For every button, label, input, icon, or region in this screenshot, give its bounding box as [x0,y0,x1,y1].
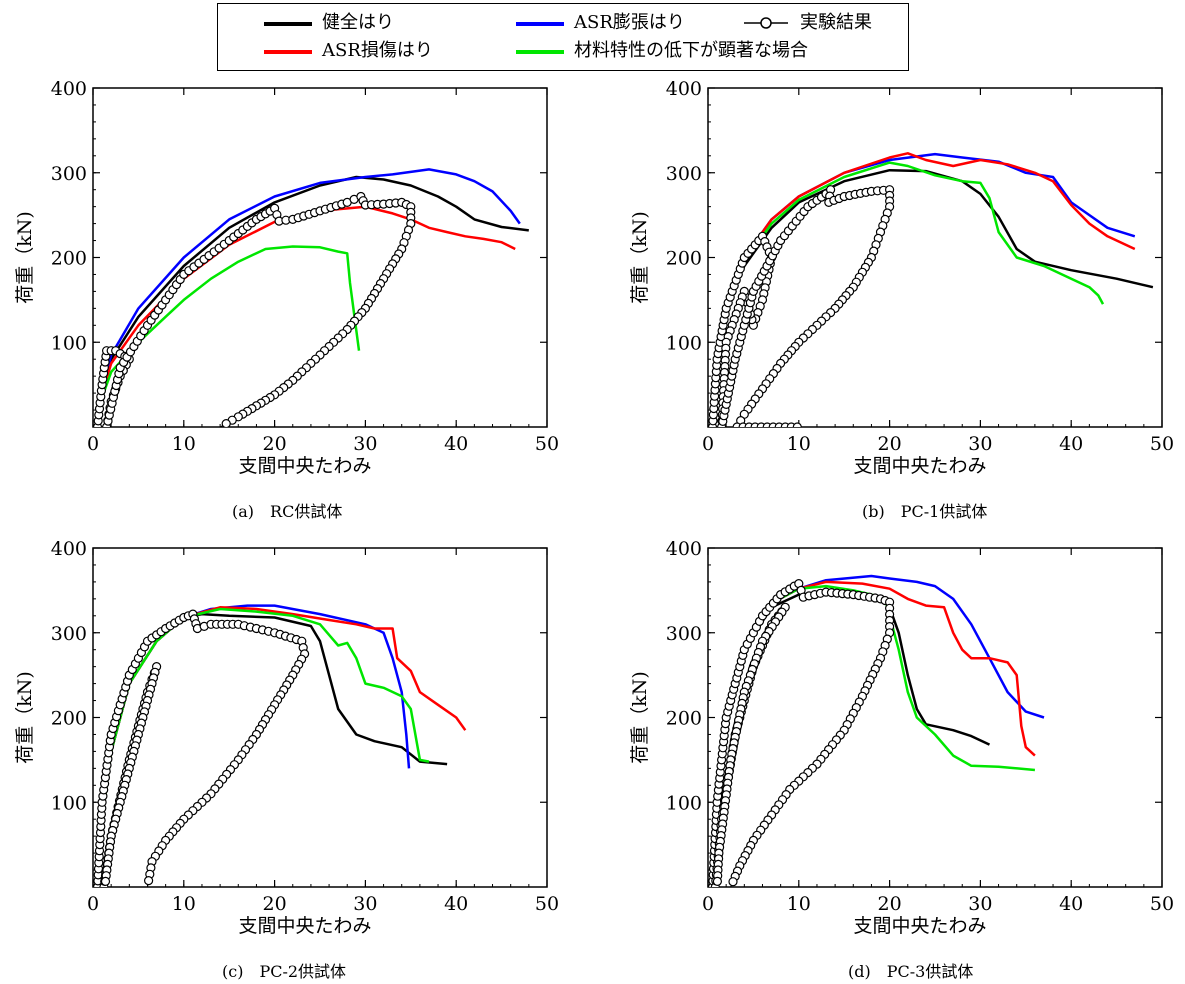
legend-label-sound: 健全はり [322,12,394,33]
legend-swatch-material [516,50,564,54]
experiment-point [792,422,802,427]
x-tick-label-d-2: 20 [878,893,902,915]
legend: 健全はり ASR膨張はり 実験結果 ASR損傷はり 材料特性の低下が顕著な場合 [217,3,909,71]
y-tick-label-d-0: 100 [666,792,702,814]
legend-swatch-sound [264,22,312,26]
legend-label-experiment: 実験結果 [800,12,872,33]
y-tick-label-c-2: 300 [51,623,87,645]
x-tick-label-a-2: 20 [263,433,287,455]
x-tick-label-d-0: 0 [702,893,714,915]
x-tick-label-b-5: 50 [1150,433,1174,455]
series-line-a-1 [96,168,521,427]
x-tick-label-b-2: 20 [878,433,902,455]
y-tick-label-c-0: 100 [51,792,87,814]
y-axis-label-c: 荷重（kN) [14,671,36,764]
x-tick-label-a-5: 50 [535,433,559,455]
y-tick-label-a-3: 400 [51,78,87,100]
x-tick-label-a-1: 10 [172,433,196,455]
x-tick-label-c-2: 20 [263,893,287,915]
legend-swatch-asr-damage [264,50,312,54]
experiment-point [728,877,738,887]
x-tick-label-b-1: 10 [787,433,811,455]
y-tick-label-b-2: 300 [666,163,702,185]
y-tick-label-c-1: 200 [51,708,87,730]
x-tick-label-c-5: 50 [535,893,559,915]
experiment-point [712,876,723,887]
chart-caption-c: (c) PC-2供試体 [222,962,347,981]
chart-caption-d: (d) PC-3供試体 [848,962,974,981]
x-axis-label-b: 支間中央たわみ [853,455,986,477]
y-tick-label-d-2: 300 [666,623,702,645]
plot-frame-b [707,87,1163,428]
y-tick-label-b-0: 100 [666,332,702,354]
y-tick-label-d-3: 400 [666,538,702,560]
chart-caption-b: (b) PC-1供試体 [862,502,988,521]
x-tick-label-d-5: 50 [1150,893,1174,915]
experiment-point [100,876,111,887]
y-axis-label-d: 荷重（kN) [629,671,651,764]
experiment-point [144,875,154,886]
legend-label-material: 材料特性の低下が顕著な場合 [574,40,808,61]
x-tick-label-c-0: 0 [87,893,99,915]
x-tick-label-b-0: 0 [702,433,714,455]
x-tick-label-d-4: 40 [1059,893,1083,915]
y-axis-label-b: 荷重（kN) [629,211,651,304]
x-tick-label-b-3: 30 [968,433,992,455]
chart-caption-a: (a) RC供試体 [232,502,343,521]
x-tick-label-a-3: 30 [353,433,377,455]
legend-swatch-asr-expansion [516,22,564,26]
x-tick-label-d-3: 30 [968,893,992,915]
x-tick-label-a-4: 40 [444,433,468,455]
y-tick-label-b-3: 400 [666,78,702,100]
y-tick-label-a-2: 300 [51,163,87,185]
legend-label-asr-expansion: ASR膨張はり [574,12,685,33]
legend-marker-experiment [744,17,788,29]
y-tick-label-c-3: 400 [51,538,87,560]
experiment-point [221,419,231,427]
x-tick-label-d-1: 10 [787,893,811,915]
y-axis-label-a: 荷重（kN) [14,211,36,304]
legend-label-asr-damage: ASR損傷はり [322,40,433,61]
plot-frame-a [92,87,548,428]
x-tick-label-c-3: 30 [353,893,377,915]
x-tick-label-c-4: 40 [444,893,468,915]
x-tick-label-a-0: 0 [87,433,99,455]
x-axis-label-a: 支間中央たわみ [238,455,371,477]
x-axis-label-c: 支間中央たわみ [238,915,371,937]
y-tick-label-a-0: 100 [51,332,87,354]
x-axis-label-d: 支間中央たわみ [853,915,986,937]
x-tick-label-c-1: 10 [172,893,196,915]
y-tick-label-b-1: 200 [666,248,702,270]
x-tick-label-b-4: 40 [1059,433,1083,455]
y-tick-label-a-1: 200 [51,248,87,270]
y-tick-label-d-1: 200 [666,708,702,730]
